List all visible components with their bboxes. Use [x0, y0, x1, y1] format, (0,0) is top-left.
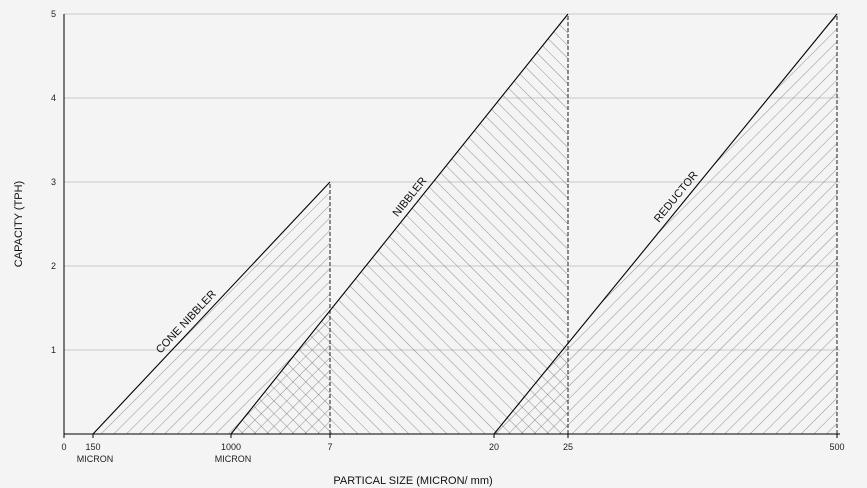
y-tick-label: 5: [51, 9, 56, 19]
y-tick-label: 4: [51, 93, 56, 103]
y-tick-label: 2: [51, 261, 56, 271]
x-tick-label: 500: [829, 442, 844, 452]
region-edges: [92, 13, 838, 435]
x-tick-label: 25: [563, 442, 573, 452]
nibbler-line: [230, 13, 569, 435]
x-tick-label: 150: [85, 442, 100, 452]
x-axis-title: PARTICAL SIZE (MICRON/ mm): [333, 475, 492, 487]
x-tick-labels: 0 150 MICRON 1000 MICRON 7 20 25 500: [61, 434, 845, 464]
reductor-line: [493, 13, 838, 435]
x-tick-label: 1000: [221, 442, 241, 452]
y-tick-labels: 1 2 3 4 5: [51, 9, 56, 355]
cone-nibbler-line: [92, 181, 331, 435]
x-tick-sublabel: MICRON: [77, 454, 114, 464]
x-tick-sublabel: MICRON: [215, 454, 252, 464]
y-axis-title: CAPACITY (TPH): [13, 181, 25, 267]
y-tick-label: 1: [51, 345, 56, 355]
y-tick-label: 3: [51, 177, 56, 187]
x-tick-label: 20: [489, 442, 499, 452]
x-tick-label: 0: [61, 442, 66, 452]
x-tick-label: 7: [327, 442, 332, 452]
